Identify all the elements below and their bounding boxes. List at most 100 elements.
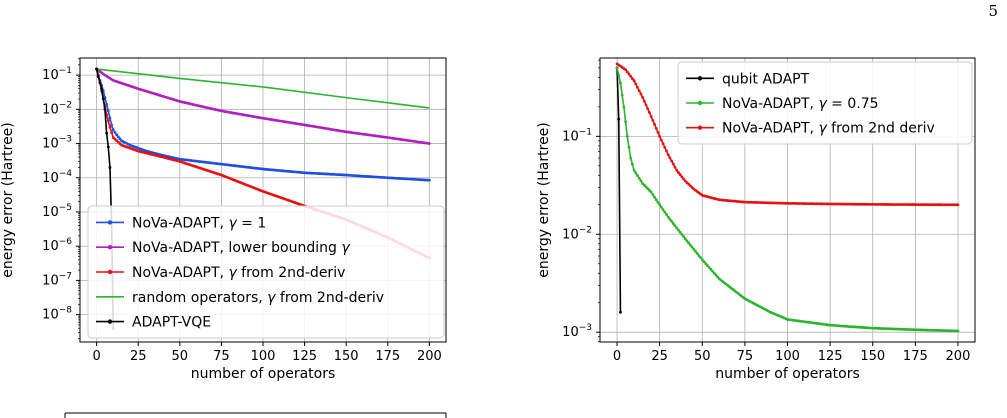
data-point — [646, 187, 650, 191]
y-tick-label: 10−2 — [562, 225, 592, 242]
data-point — [427, 178, 431, 182]
data-point — [685, 239, 689, 243]
legend: NoVa-ADAPT, γ = 1 NoVa-ADAPT, lower bound… — [87, 205, 445, 339]
y-tick-label: 10−7 — [42, 271, 72, 288]
data-point — [100, 87, 104, 91]
data-point — [619, 81, 622, 85]
data-point — [641, 182, 645, 185]
data-point — [649, 114, 653, 118]
data-point — [654, 198, 658, 202]
data-point — [639, 179, 643, 183]
data-point — [707, 265, 711, 269]
data-point — [636, 85, 639, 89]
data-point — [111, 128, 115, 132]
data-point — [656, 130, 660, 134]
data-point — [673, 165, 677, 169]
data-point — [636, 174, 639, 177]
x-tick-label: 150 — [860, 349, 885, 364]
data-point — [105, 131, 109, 135]
data-point — [106, 109, 110, 113]
data-point — [632, 168, 636, 172]
x-tick-label: 200 — [417, 349, 442, 364]
data-point — [617, 74, 621, 77]
data-point — [668, 156, 672, 160]
legend-marker — [107, 319, 113, 324]
data-point — [642, 99, 646, 103]
data-point — [630, 77, 634, 80]
data-point — [695, 252, 699, 255]
x-tick-label: 100 — [251, 349, 276, 364]
y-axis-label: energy error (Hartree) — [0, 122, 16, 278]
data-point — [427, 142, 431, 145]
data-point — [716, 275, 720, 279]
data-point — [648, 111, 651, 114]
data-point — [617, 117, 621, 121]
x-tick-label: 75 — [213, 349, 230, 364]
data-point — [620, 93, 624, 97]
data-point — [98, 81, 102, 85]
data-point — [677, 171, 680, 174]
data-point — [95, 67, 99, 71]
data-point — [651, 193, 655, 196]
data-point — [653, 195, 656, 199]
data-point — [646, 107, 650, 111]
data-point — [678, 173, 682, 176]
data-point — [622, 105, 626, 109]
data-point — [651, 118, 655, 122]
series-line-4 — [96, 68, 430, 109]
data-point — [671, 222, 675, 225]
data-point — [108, 125, 112, 129]
y-tick-label: 10−1 — [42, 66, 72, 83]
data-point — [108, 166, 112, 169]
y-tick-label: 10−1 — [562, 127, 592, 144]
data-point — [637, 89, 641, 93]
data-point — [615, 66, 619, 70]
x-tick-label: 0 — [92, 349, 100, 364]
legend-marker — [107, 220, 113, 225]
x-tick-label: 125 — [818, 349, 843, 364]
data-point — [634, 82, 638, 86]
x-tick-label: 0 — [613, 349, 621, 364]
data-point — [673, 224, 677, 228]
data-point — [648, 188, 651, 192]
data-point — [665, 149, 668, 153]
data-point — [670, 219, 673, 223]
data-point — [956, 329, 960, 333]
data-point — [656, 200, 660, 204]
data-point — [110, 130, 114, 134]
data-point — [106, 145, 110, 149]
x-tick-label: 150 — [334, 349, 359, 364]
data-point — [115, 133, 118, 137]
data-point — [634, 171, 638, 175]
legend-marker — [697, 76, 703, 81]
x-tick-label: 100 — [775, 349, 800, 364]
x-tick-label: 200 — [946, 349, 971, 364]
data-point — [637, 176, 641, 180]
data-point — [627, 145, 631, 149]
data-point — [96, 75, 100, 79]
data-point — [680, 175, 684, 179]
x-tick-label: 175 — [903, 349, 928, 364]
data-point — [641, 95, 645, 99]
x-axis-label: number of operators — [715, 366, 860, 382]
data-point — [665, 213, 668, 216]
data-point — [675, 226, 679, 230]
x-tick-label: 75 — [737, 349, 754, 364]
legend-label: random operators, γ from 2nd-deriv — [132, 290, 384, 306]
legend-label: NoVa-ADAPT, γ from 2nd-deriv — [132, 265, 345, 281]
plot-frame — [79, 57, 447, 343]
data-point — [692, 247, 696, 251]
x-tick-label: 50 — [172, 349, 189, 364]
data-point — [705, 264, 709, 267]
x-tick-label: 25 — [130, 349, 147, 364]
series-group — [615, 62, 960, 333]
data-point — [118, 137, 122, 141]
data-point — [694, 249, 697, 253]
data-point — [677, 228, 680, 232]
data-point — [629, 156, 633, 160]
legend-marker — [107, 269, 113, 275]
legend-label: NoVa-ADAPT, γ = 0.75 — [722, 96, 879, 112]
data-point — [103, 107, 107, 111]
data-point — [675, 168, 679, 172]
